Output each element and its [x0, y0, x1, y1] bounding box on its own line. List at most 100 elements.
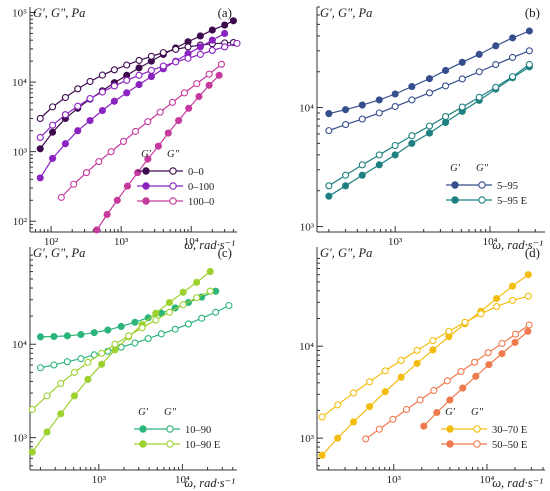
data-point — [493, 294, 501, 303]
data-point — [366, 378, 374, 386]
panel-a: 10² 10³ 10⁴ 10² 10³ 10⁴ 10⁵ G', G", Pa ω, rad·s⁻… — [12, 5, 241, 252]
data-point — [205, 81, 213, 89]
data-point — [358, 161, 366, 169]
data-point — [408, 139, 416, 147]
data-point — [157, 330, 165, 338]
data-point — [86, 116, 94, 125]
data-point — [342, 106, 350, 114]
data-point — [74, 127, 82, 135]
data-point — [82, 169, 91, 177]
data-point — [524, 292, 532, 300]
series-10–90-G-loss — [36, 301, 233, 372]
data-point — [86, 77, 94, 86]
data-point — [397, 356, 405, 364]
data-point — [472, 372, 480, 380]
data-point — [98, 71, 106, 79]
data-point — [168, 98, 177, 106]
data-point — [493, 302, 501, 311]
data-point — [36, 364, 44, 372]
series-10–90-E-G-loss — [28, 287, 214, 414]
data-point — [425, 75, 434, 83]
data-point — [123, 61, 131, 69]
legend-marker-open — [473, 425, 481, 433]
legend-label: 10–90 — [185, 425, 211, 436]
data-point — [429, 346, 437, 354]
series-line — [31, 271, 211, 453]
data-point — [63, 358, 71, 366]
legend-label: 5–95 — [497, 181, 518, 192]
data-point — [381, 367, 389, 375]
data-point — [508, 296, 517, 304]
data-point — [524, 327, 532, 335]
y-tick-label: 10⁴ — [299, 341, 314, 353]
data-point — [402, 405, 411, 414]
data-point — [509, 53, 517, 61]
legend-label: 0–100 — [188, 182, 214, 193]
legend-label: 5–95 E — [497, 196, 527, 207]
legend-header-storage: G' — [141, 149, 152, 160]
legend-marker-filled — [139, 425, 147, 433]
data-point — [425, 122, 434, 130]
legend-header-loss: G" — [471, 407, 484, 418]
data-point — [342, 171, 350, 179]
data-point — [171, 325, 179, 333]
data-point — [185, 104, 193, 112]
data-point — [381, 388, 389, 396]
data-point — [159, 49, 167, 57]
data-point — [49, 103, 57, 111]
series-100–0-G-storage — [93, 71, 223, 234]
legend-header-loss: G" — [167, 149, 180, 160]
legend-header-storage: G' — [138, 407, 149, 418]
data-point — [43, 428, 51, 436]
data-point — [111, 340, 119, 348]
data-point — [103, 210, 111, 219]
data-point — [425, 129, 434, 137]
data-point — [125, 332, 133, 340]
series-5–95-G-storage — [325, 27, 533, 118]
data-point — [498, 339, 506, 348]
legend-marker-filled — [451, 196, 459, 204]
data-point — [375, 425, 383, 433]
data-point — [104, 326, 112, 334]
x-tick-label: 10⁴ — [483, 236, 498, 248]
data-point — [147, 73, 155, 81]
x-tick-label: 10² — [44, 236, 59, 248]
series-10–90-G-storage — [36, 287, 220, 341]
panel-letter: (d) — [525, 245, 540, 260]
data-point — [36, 145, 44, 153]
legend-marker-open — [473, 440, 481, 448]
legend-label: 30–70 E — [492, 425, 527, 436]
data-point — [193, 80, 201, 88]
data-point — [147, 66, 155, 74]
data-point — [172, 58, 180, 66]
data-point — [342, 182, 350, 190]
panel-letter: (a) — [218, 5, 232, 20]
x-tick-label: 10⁴ — [184, 236, 199, 248]
data-point — [193, 294, 201, 302]
data-point — [184, 43, 192, 51]
legend-label: 50–50 E — [492, 440, 527, 451]
data-point — [342, 120, 350, 129]
data-point — [131, 318, 139, 326]
data-point — [524, 271, 532, 279]
data-point — [193, 278, 201, 286]
data-point — [525, 27, 533, 35]
data-point — [110, 82, 118, 90]
data-point — [107, 148, 115, 156]
data-point — [98, 360, 106, 368]
data-point — [233, 39, 241, 47]
data-point — [221, 21, 229, 29]
data-point — [110, 97, 118, 105]
series-0–100-G-storage — [36, 29, 229, 182]
data-point — [492, 60, 500, 69]
data-point — [358, 171, 366, 179]
legend-marker-filled — [142, 197, 150, 205]
data-point — [86, 94, 94, 103]
data-point — [135, 56, 143, 64]
data-point — [498, 350, 506, 358]
data-point — [443, 377, 451, 385]
data-point — [358, 115, 366, 123]
data-point — [425, 89, 434, 97]
data-point — [57, 410, 65, 418]
data-point — [442, 66, 450, 75]
